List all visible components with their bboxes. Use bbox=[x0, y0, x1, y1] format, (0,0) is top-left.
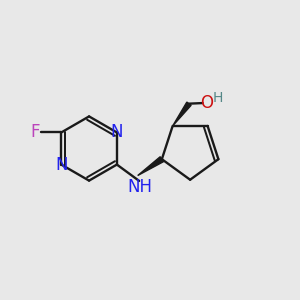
Text: O: O bbox=[200, 94, 213, 112]
Text: N: N bbox=[55, 156, 68, 174]
Text: F: F bbox=[31, 124, 40, 142]
Text: NH: NH bbox=[128, 178, 153, 196]
Polygon shape bbox=[173, 102, 191, 126]
Text: H: H bbox=[212, 91, 223, 105]
Text: N: N bbox=[111, 124, 123, 142]
Polygon shape bbox=[138, 157, 164, 175]
